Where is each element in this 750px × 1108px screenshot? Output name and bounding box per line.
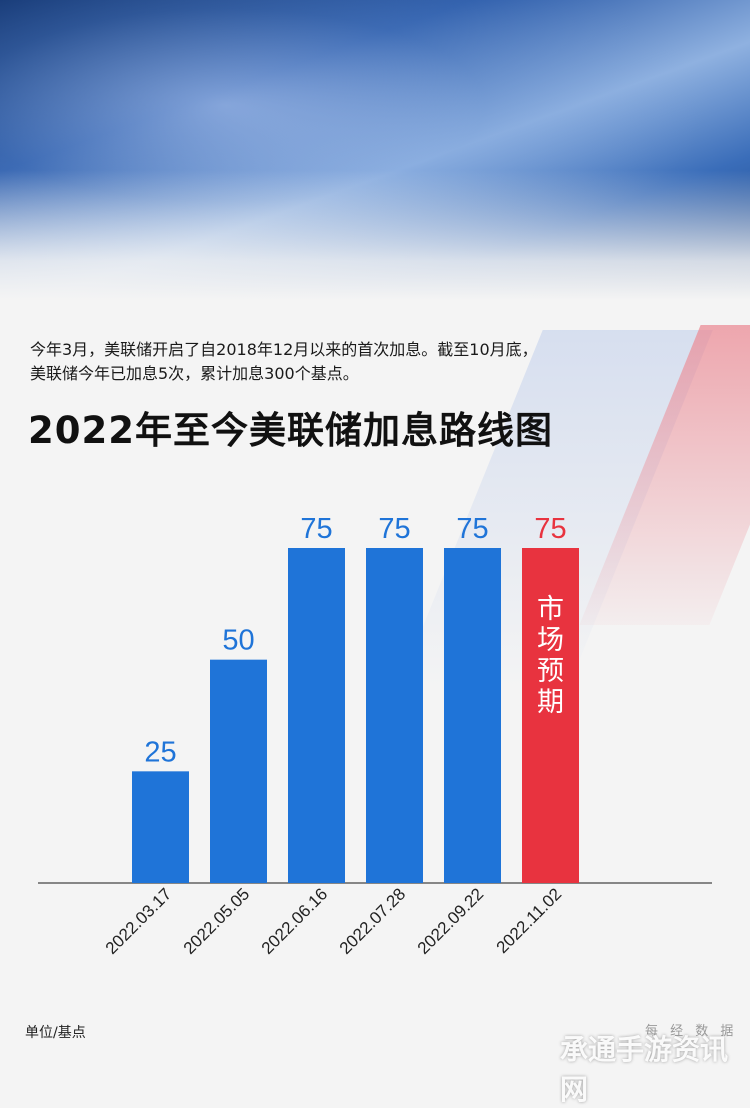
tick-label-6: 2022.11.02 bbox=[493, 884, 566, 957]
bar-5 bbox=[444, 548, 501, 883]
source-label: 每 经 数 据 bbox=[645, 1024, 738, 1039]
tick-label-1: 2022.03.17 bbox=[102, 884, 176, 958]
watermark-text: 承通手游资讯网 bbox=[560, 1033, 729, 1106]
value-label-2: 50 bbox=[222, 625, 254, 657]
bar-chart: 25 2022.03.17 50 2022.05.05 75 2022.06.16 75 20… bbox=[38, 513, 712, 958]
intro-line-1: 今年3月，美联储开启了自2018年12月以来的首次加息。截至10月底， bbox=[30, 340, 538, 359]
value-label-1: 25 bbox=[144, 736, 176, 768]
tick-label-2: 2022.05.05 bbox=[180, 884, 254, 958]
unit-label: 单位/基点 bbox=[25, 1025, 86, 1041]
bar-1 bbox=[132, 771, 189, 883]
bar-4 bbox=[366, 548, 423, 883]
banner-fade bbox=[0, 170, 750, 300]
bar-2 bbox=[210, 659, 267, 883]
tick-label-5: 2022.09.22 bbox=[414, 884, 488, 958]
intro-text: 今年3月，美联储开启了自2018年12月以来的首次加息。截至10月底， 美联储今… bbox=[30, 338, 670, 386]
highlight-label-char-2: 场 bbox=[537, 625, 564, 656]
value-label-6: 75 bbox=[534, 513, 566, 545]
bar-6 bbox=[522, 548, 579, 883]
bar-3 bbox=[288, 548, 345, 883]
tick-label-3: 2022.06.16 bbox=[258, 884, 332, 958]
highlight-label-char-4: 期 bbox=[537, 687, 564, 718]
header-banner-image bbox=[0, 0, 750, 300]
intro-line-2: 美联储今年已加息5次，累计加息300个基点。 bbox=[30, 364, 359, 383]
value-label-3: 75 bbox=[300, 513, 332, 545]
highlight-label-char-1: 市 bbox=[537, 594, 564, 625]
value-label-4: 75 bbox=[378, 513, 410, 545]
value-label-5: 75 bbox=[456, 513, 488, 545]
tick-label-4: 2022.07.28 bbox=[336, 884, 410, 958]
page-title: 2022年至今美联储加息路线图 bbox=[28, 409, 553, 452]
highlight-label-char-3: 预 bbox=[537, 656, 564, 687]
